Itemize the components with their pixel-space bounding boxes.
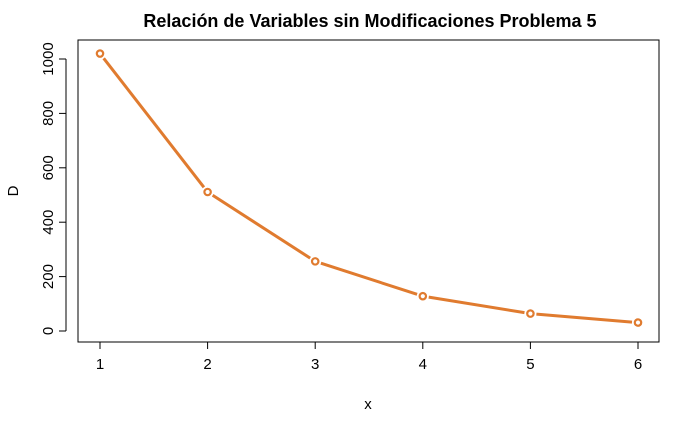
data-point [418, 291, 428, 301]
y-tick-label: 600 [40, 155, 57, 180]
x-tick-label: 5 [526, 356, 534, 373]
data-point [633, 318, 643, 327]
data-point [203, 187, 212, 197]
x-tick-label: 4 [419, 356, 427, 373]
y-tick-label: 800 [40, 101, 57, 126]
x-tick-label: 6 [634, 356, 642, 373]
series-line-segment [320, 261, 418, 296]
x-tick-label: 1 [96, 356, 104, 373]
y-tick-label: 0 [40, 327, 57, 335]
data-point [95, 49, 105, 58]
series-line-segment [536, 312, 633, 324]
x-axis-label: x [364, 396, 372, 413]
x-tick-label: 2 [203, 356, 211, 373]
series-layer [95, 49, 643, 327]
data-point [310, 257, 320, 266]
y-tick-label: 1000 [40, 42, 57, 75]
y-axis: 0 200 400 600 800 1000 [40, 42, 67, 335]
series-line-segment [102, 57, 206, 189]
y-tick-label: 200 [40, 264, 57, 289]
data-point [526, 309, 535, 318]
y-tick-label: 400 [40, 210, 57, 235]
y-axis-label: D [5, 185, 22, 196]
plot-frame [77, 39, 660, 343]
series-line-segment [428, 295, 525, 315]
x-axis: 1 2 3 4 5 6 [96, 341, 642, 373]
series-line-segment [211, 193, 311, 260]
x-tick-label: 3 [311, 356, 319, 373]
chart-title: Relación de Variables sin Modificaciones… [143, 11, 596, 31]
